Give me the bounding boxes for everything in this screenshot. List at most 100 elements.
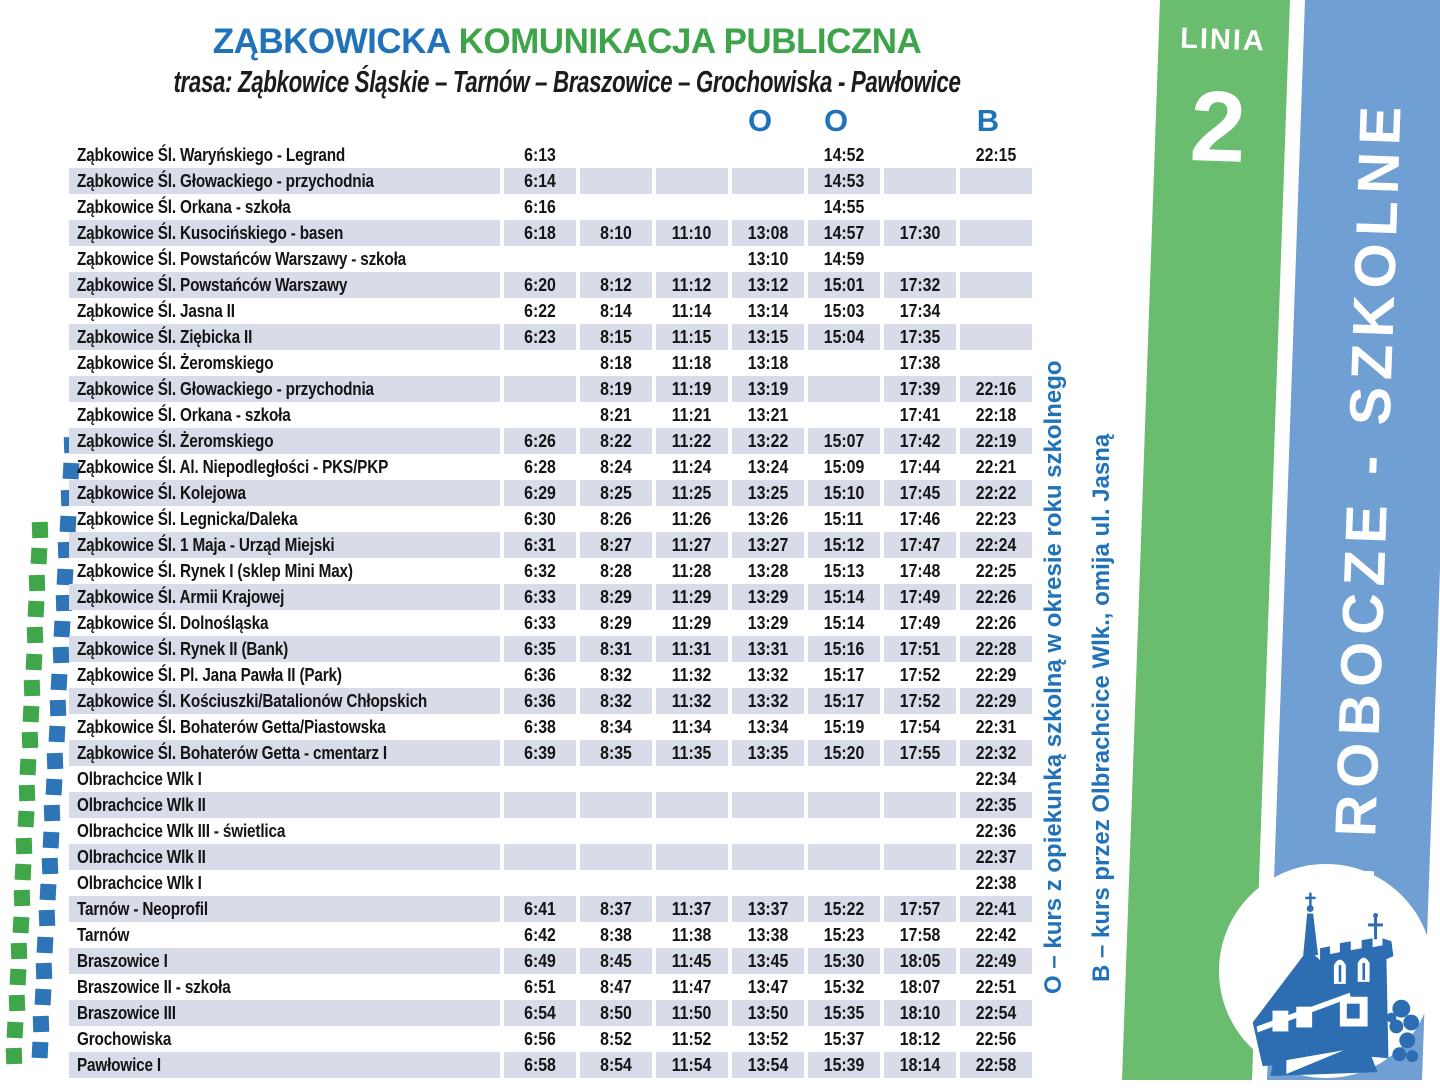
time-cell (580, 766, 652, 792)
time-cell: 8:38 (600, 924, 632, 945)
time-cell: 11:35 (656, 740, 728, 766)
time-cell: 15:13 (823, 560, 865, 581)
time-cell: 6:54 (504, 1000, 576, 1026)
table-row: Braszowice III 6:54 8:50 11:50 13:50 15:35 18:… (69, 1000, 1032, 1026)
time-cell: 22:37 (960, 844, 1032, 870)
time-cell: 13:32 (732, 688, 804, 714)
time-cell: 17:55 (884, 740, 956, 766)
time-cell: 15:04 (808, 324, 880, 350)
time-cell: 13:52 (747, 1028, 789, 1049)
stop-name-cell: Ząbkowice Śl. Powstańców Warszawy (69, 272, 500, 298)
time-cell: 8:50 (580, 1000, 652, 1026)
column-marker: O (823, 103, 849, 138)
time-cell: 22:51 (975, 976, 1017, 997)
table-row: Ząbkowice Śl. Głowackiego - przychodnia 6… (69, 168, 1032, 194)
time-cell: 6:36 (524, 664, 556, 685)
stop-name-cell: Ząbkowice Śl. Żeromskiego (77, 352, 274, 373)
table-row: Olbrachcice Wlk II 22:35 (69, 792, 1032, 818)
time-cell (656, 766, 728, 792)
time-cell (808, 350, 880, 376)
time-cell: 13:12 (732, 272, 804, 298)
time-cell: 8:18 (600, 352, 632, 373)
time-cell: 22:26 (960, 584, 1032, 610)
stop-name-cell: Braszowice I (69, 948, 500, 974)
time-cell: 11:12 (656, 272, 728, 298)
time-cell (732, 818, 804, 844)
castle-tower-details (1256, 957, 1370, 1075)
time-cell: 11:32 (672, 664, 712, 685)
town-logo (1218, 863, 1434, 1079)
time-cell: 14:57 (808, 220, 880, 246)
blue-band (1267, 0, 1440, 1080)
time-cell: 17:39 (884, 376, 956, 402)
time-cell: 8:29 (580, 584, 652, 610)
stop-name-cell: Ząbkowice Śl. Al. Niepodległości - PKS/P… (77, 456, 389, 477)
time-cell: 17:54 (899, 716, 941, 737)
time-cell: 6:51 (524, 976, 556, 997)
time-cell (808, 792, 880, 818)
table-row: Braszowice I 6:49 8:45 11:45 13:45 15:30 18:05… (69, 948, 1032, 974)
table-row: Ząbkowice Śl. Rynek I (sklep Mini Max) 6:… (69, 558, 1032, 584)
stop-name-cell: Olbrachcice Wlk I (77, 768, 202, 789)
time-cell: 13:27 (732, 532, 804, 558)
time-cell: 11:10 (656, 220, 728, 246)
time-cell (884, 844, 956, 870)
table-row: Ząbkowice Śl. Dolnośląska 6:33 8:29 11:29 13… (69, 610, 1032, 636)
time-cell: 13:25 (732, 480, 804, 506)
stop-name-cell: Olbrachcice Wlk II (69, 792, 500, 818)
table-row: Ząbkowice Śl. Ziębicka II 6:23 8:15 11:15 13… (69, 324, 1032, 350)
time-cell: 15:19 (823, 716, 865, 737)
time-cell (580, 844, 652, 870)
time-cell: 18:05 (884, 948, 956, 974)
time-cell: 13:29 (732, 584, 804, 610)
time-cell (656, 142, 728, 168)
green-band (1122, 0, 1290, 1080)
stop-name-cell: Ząbkowice Śl. Kolejowa (69, 480, 500, 506)
stop-name-cell: Olbrachcice Wlk I (77, 872, 202, 893)
time-cell: 22:21 (975, 456, 1017, 477)
time-cell (656, 818, 728, 844)
time-cell: 6:16 (524, 196, 556, 217)
time-cell (504, 766, 576, 792)
stop-name-cell: Ząbkowice Śl. Legnicka/Daleka (77, 508, 298, 529)
time-cell: 11:45 (656, 948, 728, 974)
line-label: LINIA (1179, 22, 1267, 58)
time-cell: 6:36 (504, 688, 576, 714)
table-row: Tarnów 6:42 8:38 11:38 13:38 15:23 17:58 22:42 (69, 922, 1032, 948)
time-cell: 13:26 (747, 508, 789, 529)
time-cell: 15:17 (823, 664, 865, 685)
table-row: Ząbkowice Śl. Kusocińskiego - basen 6:18 8… (69, 220, 1032, 246)
time-cell: 15:12 (808, 532, 880, 558)
table-row: Olbrachcice Wlk III - świetlica 22:36 (69, 818, 1032, 844)
time-cell (732, 844, 804, 870)
timetable: Ząbkowice Śl. Waryńskiego - Legrand 6:13 1… (65, 142, 1036, 1078)
time-cell: 17:45 (884, 480, 956, 506)
time-cell (504, 350, 576, 376)
stop-name-cell: Ząbkowice Śl. Kościuszki/Batalionów Chło… (69, 688, 500, 714)
stop-name-cell: Tarnów (77, 924, 130, 945)
time-cell: 14:52 (823, 144, 865, 165)
time-cell: 13:18 (747, 352, 789, 373)
table-row: Ząbkowice Śl. Orkana - szkoła 6:16 14:55 (69, 194, 1032, 220)
time-cell: 6:18 (504, 220, 576, 246)
stop-name-cell: Ząbkowice Śl. Jasna II (77, 300, 235, 321)
stop-name-cell: Tarnów - Neoprofil (69, 896, 500, 922)
time-cell (504, 818, 576, 844)
time-cell: 11:21 (672, 404, 712, 425)
time-cell: 22:31 (975, 716, 1017, 737)
time-cell: 17:44 (899, 456, 941, 477)
time-cell: 6:13 (524, 144, 556, 165)
stop-name-cell: Ząbkowice Śl. Rynek I (sklep Mini Max) (77, 560, 353, 581)
time-cell: 17:49 (884, 584, 956, 610)
table-row: Grochowiska 6:56 8:52 11:52 13:52 15:37 18:12 2… (69, 1026, 1032, 1052)
table-row: Ząbkowice Śl. Powstańców Warszawy 6:20 8:1… (69, 272, 1032, 298)
column-marker: B (976, 103, 1000, 138)
stop-name-cell: Ząbkowice Śl. Waryńskiego - Legrand (77, 144, 346, 165)
time-cell: 6:23 (504, 324, 576, 350)
time-cell: 6:38 (524, 716, 556, 737)
time-cell: 6:20 (504, 272, 576, 298)
time-cell: 15:16 (808, 636, 880, 662)
time-cell: 13:31 (732, 636, 804, 662)
table-row: Ząbkowice Śl. Pl. Jana Pawła II (Park) 6:… (69, 662, 1032, 688)
time-cell: 8:12 (580, 272, 652, 298)
